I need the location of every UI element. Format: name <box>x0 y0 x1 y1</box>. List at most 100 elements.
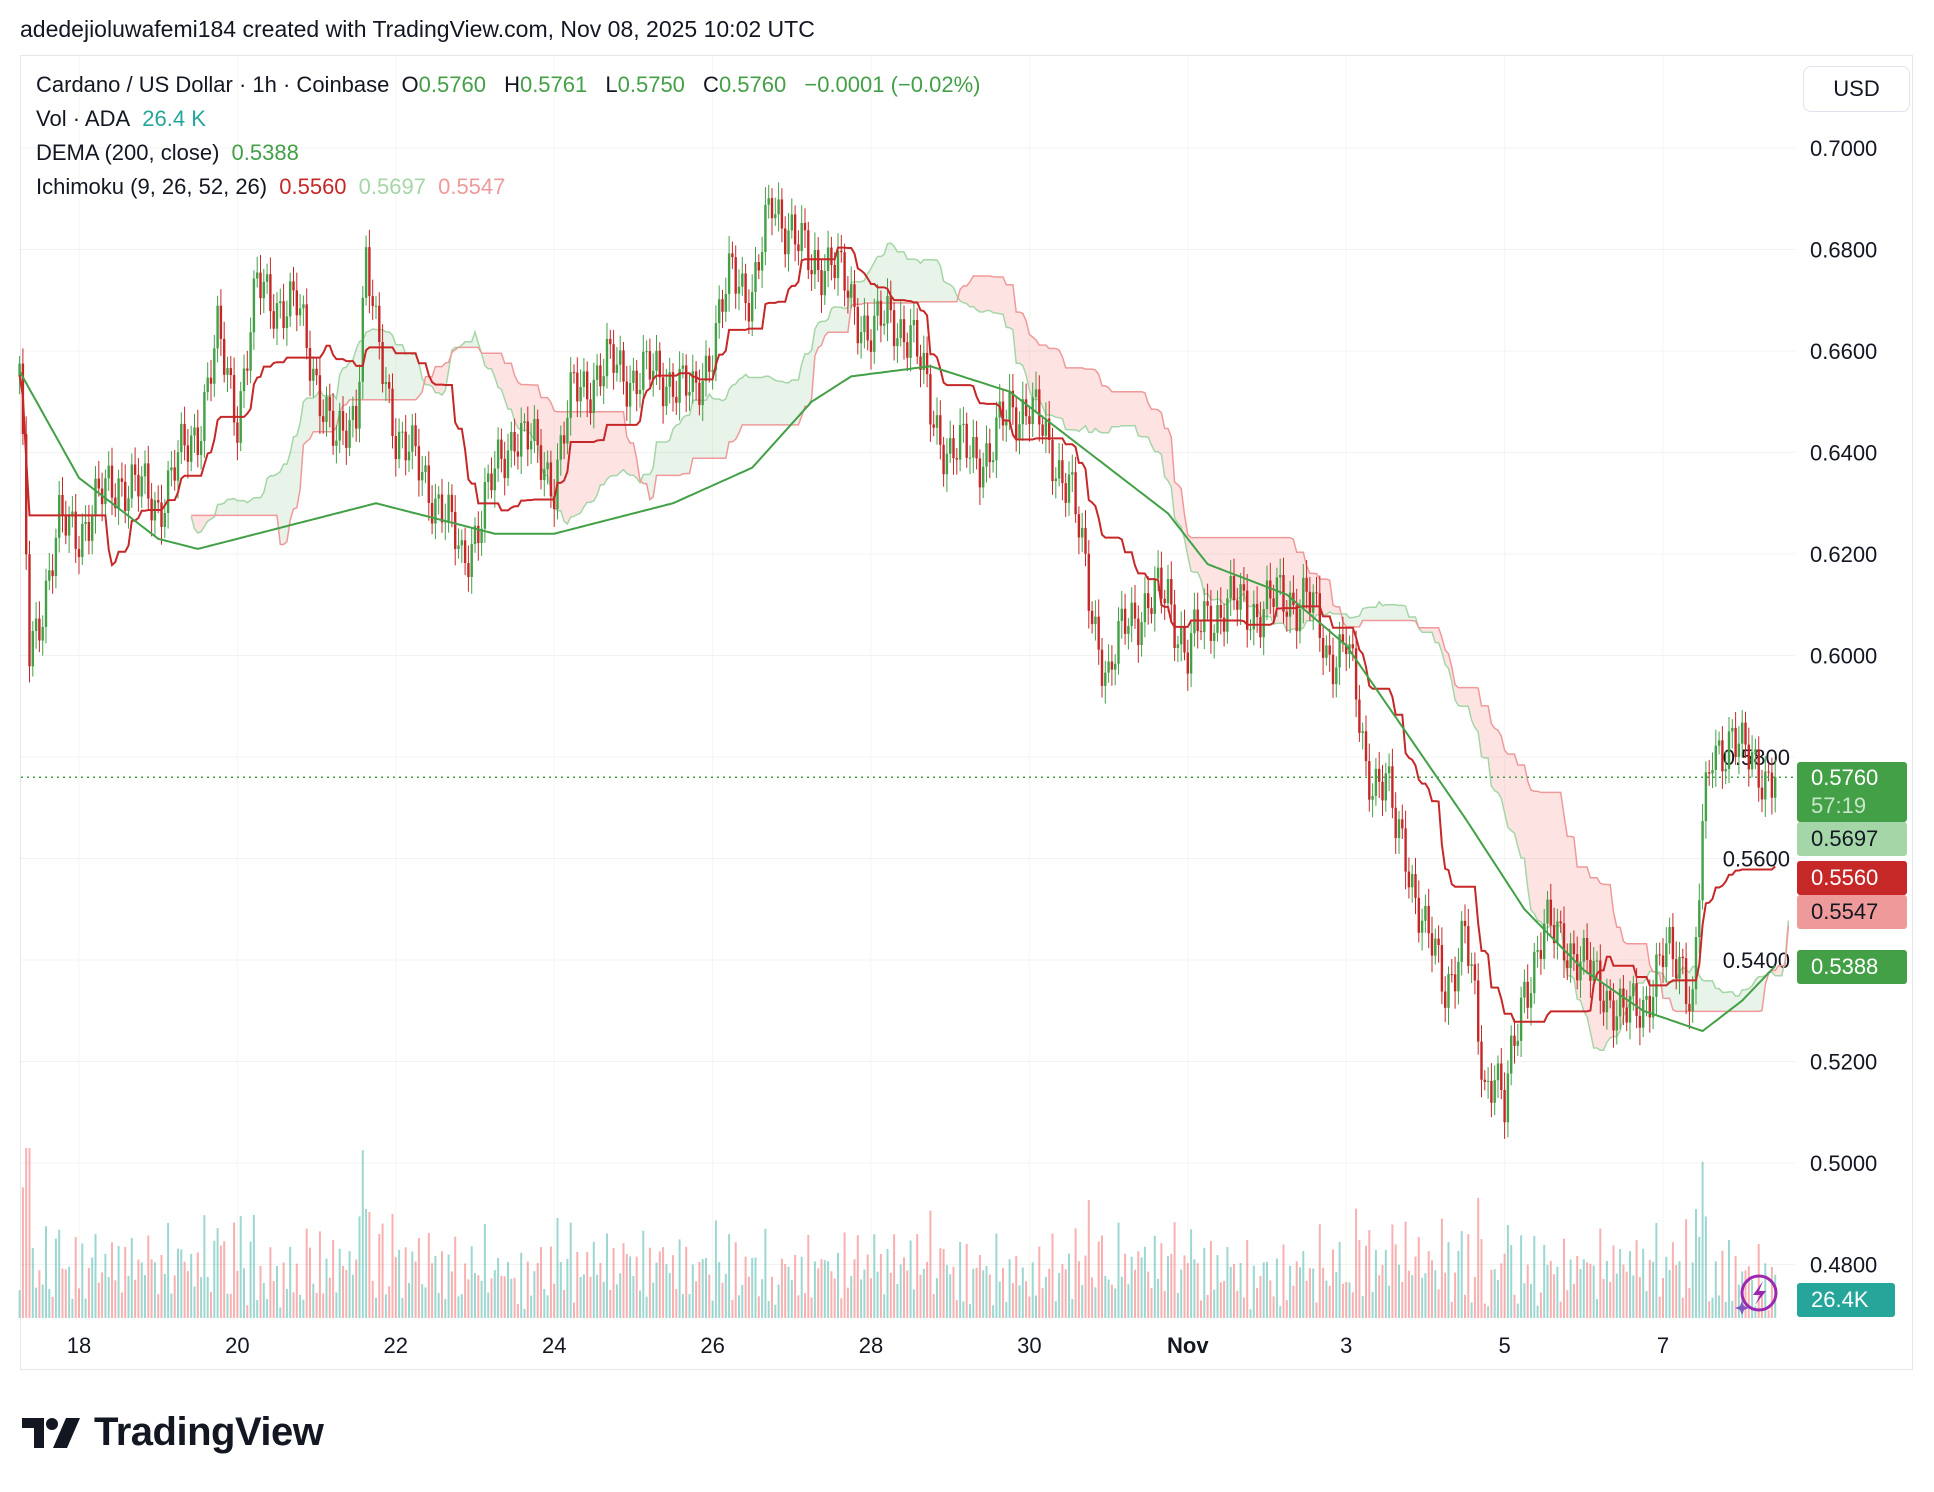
ichimoku-cloud-segment <box>1220 537 1225 605</box>
volume-bar <box>886 1248 889 1318</box>
candle-body <box>1681 956 1684 959</box>
volume-bar <box>1341 1283 1344 1318</box>
volume-bar <box>573 1302 575 1318</box>
volume-bar <box>1596 1299 1598 1318</box>
volume-bar <box>101 1272 104 1318</box>
ichimoku-cloud-segment <box>468 341 472 348</box>
x-tick-label: 7 <box>1657 1333 1669 1358</box>
volume-bar <box>1127 1284 1130 1318</box>
volume-bar <box>1734 1256 1737 1318</box>
volume-bar <box>414 1261 417 1318</box>
volume-bar <box>942 1248 945 1318</box>
ichimoku-cloud-segment <box>653 442 657 497</box>
volume-bar <box>127 1276 130 1318</box>
ichimoku-cloud-segment <box>1006 284 1010 328</box>
volume-bar <box>1440 1218 1443 1318</box>
ichimoku-cloud-segment <box>1517 765 1522 859</box>
candle-body <box>955 458 958 460</box>
volume-bar <box>1008 1259 1011 1318</box>
candle-body <box>1120 608 1123 621</box>
ichimoku-cloud-segment <box>1593 877 1597 1048</box>
candle-body <box>463 540 467 563</box>
volume-bar <box>1764 1263 1767 1318</box>
candle-body <box>883 323 886 326</box>
ichimoku-cloud-segment <box>1352 616 1357 627</box>
ichimoku-cloud-segment <box>739 377 743 433</box>
volume-bar <box>1335 1271 1338 1318</box>
candle-body <box>1269 580 1272 599</box>
legend-volume-row[interactable]: Vol · ADA 26.4 K <box>36 106 212 132</box>
volume-bar <box>1180 1269 1183 1318</box>
ichimoku-cloud-segment <box>1055 348 1060 418</box>
ichimoku-cloud-segment <box>979 275 984 313</box>
ichimoku-cloud-segment <box>709 394 713 459</box>
candle-body <box>1275 577 1279 607</box>
volume-bar <box>932 1294 935 1318</box>
candle-body <box>939 415 942 445</box>
candle-body <box>421 472 424 481</box>
candle-body <box>543 469 546 480</box>
volume-bar <box>1589 1263 1592 1318</box>
volume-bar <box>969 1304 971 1318</box>
candle-body <box>1401 819 1404 829</box>
ichimoku-cloud-segment <box>1669 981 1673 1010</box>
ichimoku-cloud-segment <box>887 243 891 304</box>
ichimoku-cloud-segment <box>300 401 304 490</box>
dema-badge: 0.5388 <box>1797 950 1907 984</box>
volume-bar <box>975 1267 978 1318</box>
candle-body <box>991 460 995 463</box>
volume-bar <box>569 1222 572 1318</box>
volume-bar <box>866 1254 869 1318</box>
candle-body <box>724 293 727 312</box>
volume-bar <box>1539 1292 1542 1318</box>
candle-body <box>793 214 797 245</box>
ichimoku-cloud-segment <box>946 283 951 302</box>
volume-bar <box>388 1286 391 1318</box>
volume-bar <box>955 1300 958 1318</box>
price-chart[interactable]: 0.7000 0.6800 0.6600 0.6400 0.6200 0.6000 0.58… <box>0 0 1934 1400</box>
candle-body <box>1183 627 1186 653</box>
ichimoku-cloud-segment <box>808 350 812 407</box>
ichimoku-cloud-segment <box>725 389 730 459</box>
candle-body <box>1526 981 1529 1008</box>
volume-bar <box>312 1283 315 1318</box>
volume-bar <box>71 1298 74 1318</box>
currency-button[interactable]: USD <box>1803 66 1910 112</box>
candle-body <box>1123 608 1127 634</box>
candle-body <box>1127 625 1130 634</box>
ichimoku-cloud-segment <box>927 259 931 302</box>
chart-credit: adedejioluwafemi184 created with Trading… <box>20 16 815 42</box>
volume-bar <box>919 1274 922 1318</box>
volume-bar <box>203 1215 206 1318</box>
ichimoku-cloud-segment <box>1121 391 1126 426</box>
symbol-title[interactable]: Cardano / US Dollar · 1h · Coinbase <box>36 72 390 97</box>
candle-body <box>1117 620 1120 664</box>
ichimoku-cloud-segment <box>867 268 871 304</box>
ichimoku-cloud-segment <box>633 442 637 479</box>
volume-bar <box>124 1246 127 1318</box>
volume-bar <box>408 1282 410 1318</box>
ichimoku-cloud-segment <box>821 321 825 346</box>
lightning-icon[interactable] <box>1733 1272 1779 1318</box>
volume-bar <box>1602 1278 1605 1318</box>
volume-bar <box>1143 1246 1146 1318</box>
ichimoku-cloud-segment <box>1758 976 1762 1012</box>
candle-body <box>922 352 925 371</box>
candle-body <box>1308 591 1312 613</box>
ichimoku-cloud-segment <box>577 411 581 515</box>
volume-bar <box>342 1266 344 1318</box>
candle-body <box>1549 899 1552 926</box>
ichimoku-cloud-segment <box>277 471 281 545</box>
candle-body <box>1288 592 1292 617</box>
ichimoku-cloud-segment <box>801 353 805 417</box>
candle-body <box>774 214 777 219</box>
volume-bar <box>856 1235 859 1318</box>
volume-bar <box>830 1271 833 1318</box>
volume-badge: 26.4K <box>1797 1283 1895 1317</box>
candle-body <box>1295 605 1298 632</box>
legend-ichimoku-row[interactable]: Ichimoku (9, 26, 52, 26) 0.5560 0.5697 0… <box>36 174 511 200</box>
legend-dema-row[interactable]: DEMA (200, close) 0.5388 <box>36 140 305 166</box>
legend-symbol-row: Cardano / US Dollar · 1h · Coinbase O0.5… <box>36 72 987 98</box>
candle-body <box>1572 943 1576 955</box>
ichimoku-cloud-segment <box>1207 537 1211 600</box>
